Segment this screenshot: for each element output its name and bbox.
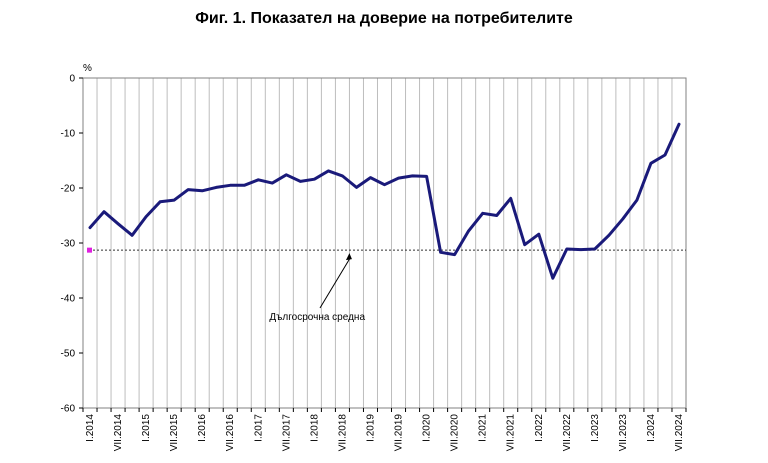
data-point xyxy=(425,175,428,178)
data-point xyxy=(355,186,358,189)
data-point xyxy=(439,251,442,254)
x-tick-label: VII.2016 xyxy=(225,414,236,452)
data-point xyxy=(200,189,204,192)
data-point xyxy=(257,178,260,181)
data-point xyxy=(130,234,134,237)
reference-line-layer xyxy=(87,247,686,309)
data-point xyxy=(607,234,611,237)
data-point xyxy=(523,243,526,246)
data-point xyxy=(481,212,484,215)
series-layer xyxy=(88,122,681,280)
data-point xyxy=(383,183,386,186)
data-point xyxy=(285,173,288,176)
data-point xyxy=(649,162,653,165)
x-tick-label: VII.2020 xyxy=(450,414,461,452)
x-tick-label: I.2023 xyxy=(590,414,601,442)
x-tick-label: I.2020 xyxy=(422,414,433,442)
plot-border xyxy=(82,77,687,409)
data-point xyxy=(215,186,218,189)
y-tick-label: -50 xyxy=(61,349,76,360)
data-point xyxy=(369,176,372,179)
y-unit-label: % xyxy=(83,63,92,74)
reference-marker xyxy=(87,247,92,253)
data-point xyxy=(102,210,106,213)
reference-line-label: Дългосрочна средна xyxy=(269,312,365,323)
data-point xyxy=(341,174,344,178)
data-point xyxy=(467,229,470,233)
x-tick-label: I.2017 xyxy=(253,414,264,442)
data-point xyxy=(537,233,540,236)
axis-layer xyxy=(79,77,687,412)
data-point xyxy=(635,198,639,202)
data-point xyxy=(677,123,681,126)
series-line xyxy=(88,122,681,280)
x-tick-label: VII.2018 xyxy=(337,414,348,452)
x-tick-label: VII.2019 xyxy=(394,414,405,452)
data-point xyxy=(88,226,92,229)
data-point xyxy=(299,180,302,183)
data-point xyxy=(411,174,414,178)
label-layer: 0 -10 -20 -30 -40 -50 -60% I.2014 VII.2014 I.2015… xyxy=(61,63,685,451)
data-point xyxy=(172,198,176,202)
grid-layer xyxy=(96,78,673,408)
data-point xyxy=(271,181,274,185)
x-tick-label: VII.2017 xyxy=(281,414,292,452)
x-tick-label: VII.2014 xyxy=(113,414,124,452)
x-tick-label: I.2021 xyxy=(478,414,489,442)
x-tick-label: I.2024 xyxy=(646,414,657,442)
data-point xyxy=(144,215,148,218)
x-tick-label: VII.2022 xyxy=(562,414,573,452)
data-point xyxy=(551,277,554,280)
x-tick-label: I.2016 xyxy=(197,414,208,442)
data-point xyxy=(158,200,162,203)
data-point xyxy=(313,178,316,181)
x-tick-label: I.2018 xyxy=(309,414,320,442)
data-point xyxy=(453,253,456,256)
data-point xyxy=(621,217,625,220)
data-point xyxy=(229,184,232,187)
data-point xyxy=(565,247,569,251)
data-point xyxy=(327,169,330,173)
y-tick-label: -20 xyxy=(61,184,76,195)
y-tick-label: -60 xyxy=(61,404,76,415)
data-point xyxy=(243,184,246,187)
x-tick-label: I.2022 xyxy=(534,414,545,442)
y-tick-label: 0 xyxy=(69,74,75,85)
data-point xyxy=(116,222,120,225)
data-point xyxy=(593,247,597,251)
y-tick-label: -30 xyxy=(61,239,76,250)
x-tick-label: I.2014 xyxy=(85,414,96,442)
y-tick-label: -10 xyxy=(61,129,76,140)
data-point xyxy=(509,197,512,200)
x-tick-label: VII.2021 xyxy=(506,414,517,452)
data-point xyxy=(663,153,667,157)
chart-title: Фиг. 1. Показател на доверие на потребит… xyxy=(195,10,573,27)
x-tick-label: I.2019 xyxy=(365,414,376,442)
x-tick-label: VII.2024 xyxy=(674,414,685,452)
data-point xyxy=(495,214,498,217)
data-point xyxy=(579,248,583,251)
y-tick-label: -40 xyxy=(61,294,76,305)
annotation-arrow xyxy=(319,258,350,309)
x-tick-label: VII.2023 xyxy=(618,414,629,452)
annotation-arrowhead xyxy=(345,253,352,261)
data-point xyxy=(397,176,400,180)
x-tick-label: VII.2015 xyxy=(169,414,180,452)
x-tick-label: I.2015 xyxy=(141,414,152,442)
data-point xyxy=(186,188,190,191)
